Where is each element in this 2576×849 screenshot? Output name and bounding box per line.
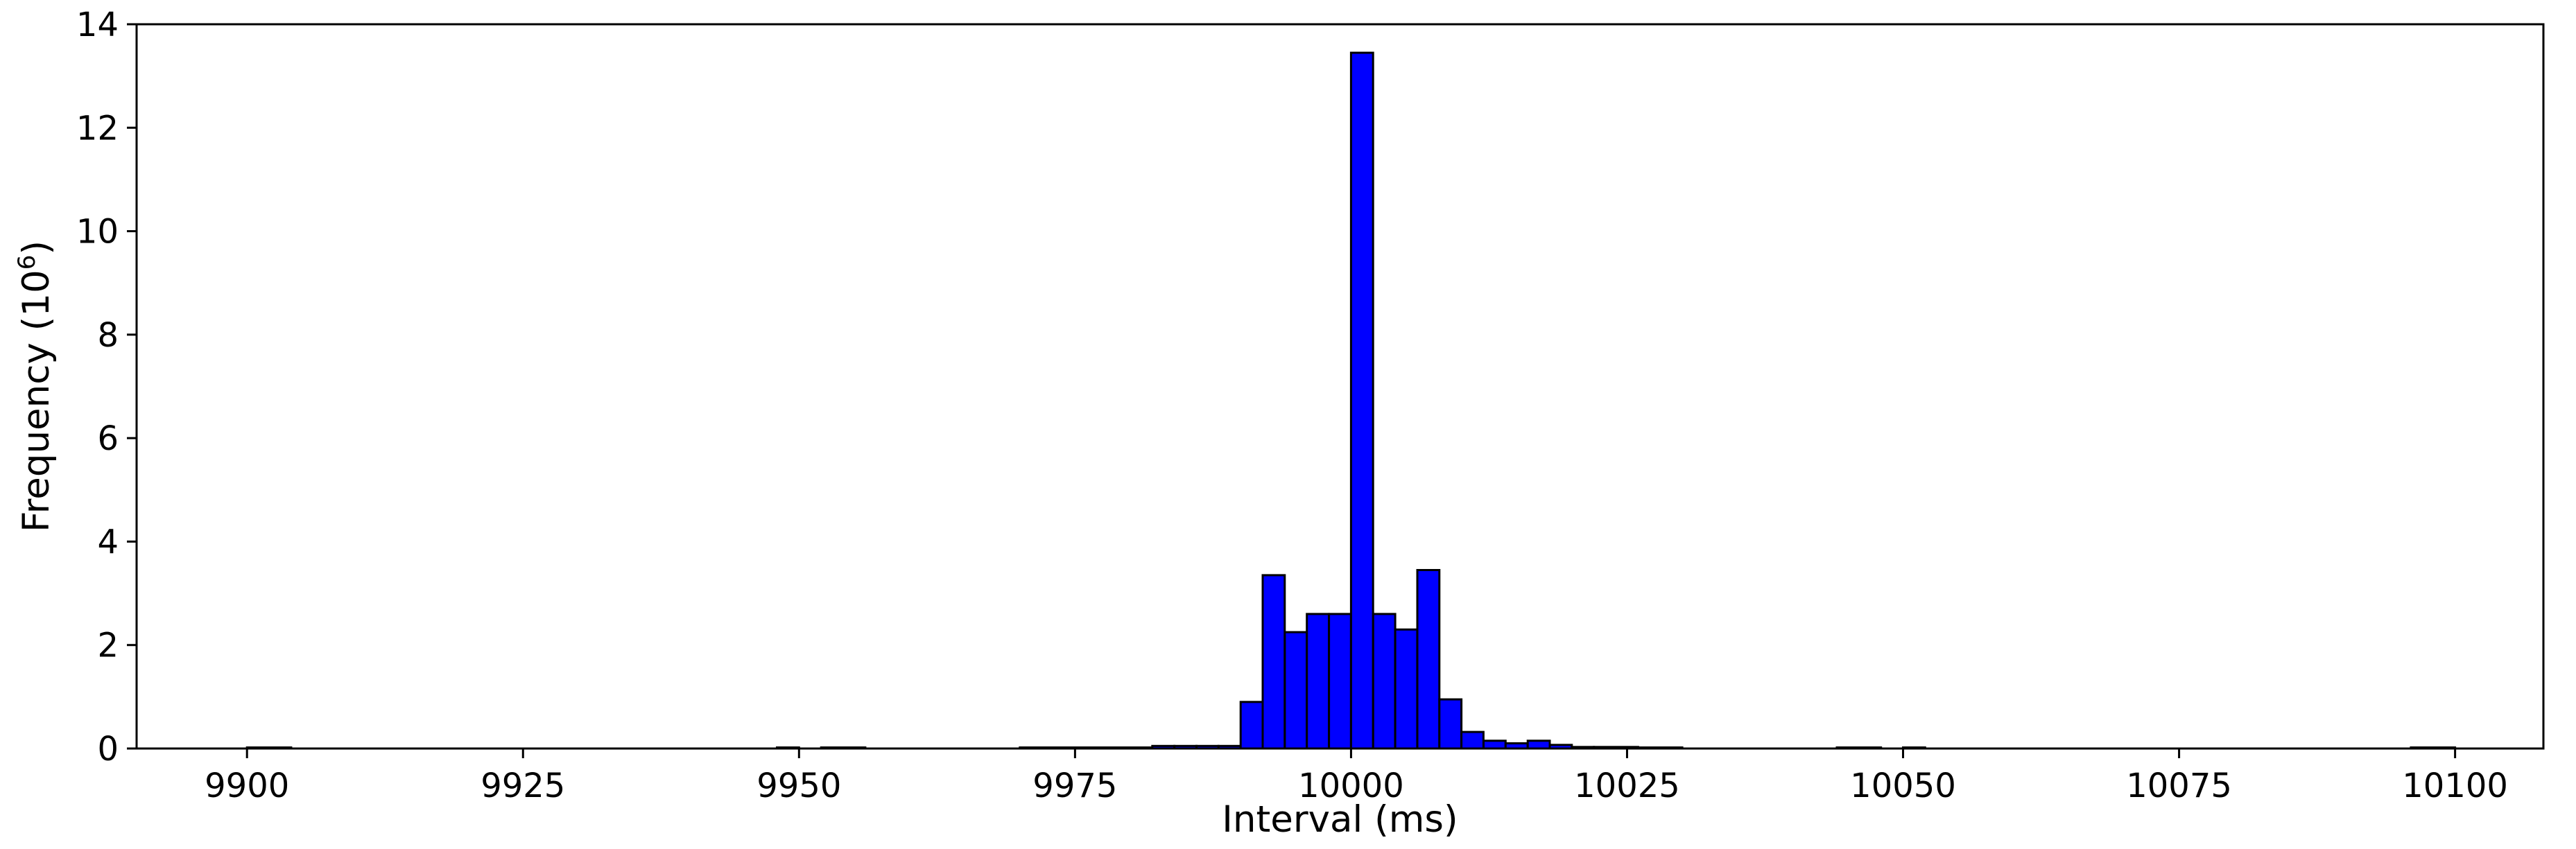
x-tick-label: 9925: [481, 767, 565, 805]
histogram-bar: [1394, 628, 1419, 750]
y-tick-label: 2: [97, 627, 119, 665]
y-axis-label: Frequency (106): [13, 240, 58, 532]
histogram-bar: [1483, 739, 1507, 750]
y-tick-label: 10: [76, 213, 119, 252]
histogram-bar: [1283, 631, 1308, 750]
histogram-bar: [1239, 701, 1264, 750]
plot-frame: [135, 23, 2545, 750]
x-tick-label: 9900: [205, 767, 289, 805]
histogram-bar: [1328, 613, 1352, 750]
histogram-bar: [1349, 51, 1374, 750]
y-axis-label-superscript: 6: [13, 255, 41, 270]
y-tick-label: 14: [76, 6, 119, 44]
y-tick-label: 0: [97, 730, 119, 769]
x-tick-label: 10000: [1298, 767, 1404, 805]
x-tick-label: 10050: [1850, 767, 1956, 805]
y-tick-label: 4: [97, 523, 119, 561]
histogram-bar: [1306, 613, 1330, 750]
histogram-bar: [1526, 739, 1551, 750]
y-axis-label-main: Frequency (10: [15, 270, 58, 532]
x-tick-label: 10025: [1574, 767, 1680, 805]
x-tick-label: 10100: [2402, 767, 2508, 805]
y-tick-label: 8: [97, 316, 119, 355]
histogram-bar: [1460, 730, 1485, 750]
histogram-bar: [1416, 569, 1441, 750]
histogram-bar: [1438, 698, 1463, 750]
histogram-bar: [1261, 574, 1286, 750]
x-tick-label: 9975: [1032, 767, 1117, 805]
x-axis-label: Interval (ms): [1222, 798, 1458, 841]
y-tick-label: 12: [76, 109, 119, 148]
y-tick-label: 6: [97, 419, 119, 458]
histogram-bar: [1372, 613, 1397, 750]
x-axis-ticks: 9900 9925 9950 9975 10000 10025 10050 10075 1010…: [205, 749, 2508, 805]
x-tick-label: 9950: [757, 767, 841, 805]
x-tick-label: 10075: [2126, 767, 2232, 805]
y-axis-ticks: 0 2 4 6 8 10 12 14: [76, 6, 137, 769]
y-axis-label-end: ): [15, 240, 58, 255]
